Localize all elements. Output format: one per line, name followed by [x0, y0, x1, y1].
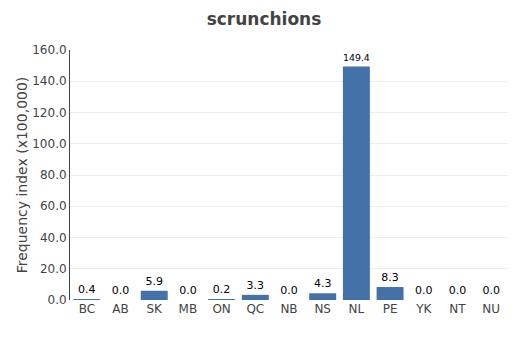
svg-text:0.0: 0.0: [482, 284, 500, 297]
svg-text:149.4: 149.4: [343, 52, 370, 63]
svg-text:0.0: 0.0: [48, 293, 67, 307]
svg-text:100.0: 100.0: [32, 137, 66, 151]
svg-text:BC: BC: [79, 302, 95, 316]
svg-text:5.9: 5.9: [145, 275, 163, 288]
svg-text:140.0: 140.0: [32, 74, 66, 88]
svg-text:YK: YK: [415, 302, 432, 316]
svg-text:NB: NB: [280, 302, 297, 316]
svg-text:NU: NU: [482, 302, 500, 316]
svg-text:MB: MB: [179, 302, 198, 316]
svg-text:PE: PE: [383, 302, 398, 316]
svg-text:ON: ON: [212, 302, 230, 316]
svg-text:0.0: 0.0: [280, 284, 298, 297]
svg-text:120.0: 120.0: [32, 106, 66, 120]
svg-text:QC: QC: [246, 302, 264, 316]
svg-text:0.2: 0.2: [213, 283, 231, 296]
svg-text:NT: NT: [449, 302, 466, 316]
svg-text:80.0: 80.0: [40, 168, 67, 182]
svg-text:scrunchions: scrunchions: [207, 9, 322, 29]
svg-text:0.0: 0.0: [415, 284, 433, 297]
svg-text:20.0: 20.0: [40, 262, 67, 276]
svg-text:0.0: 0.0: [449, 284, 467, 297]
svg-text:Frequency index (x100,000): Frequency index (x100,000): [14, 77, 30, 274]
svg-text:NS: NS: [314, 302, 331, 316]
svg-text:0.0: 0.0: [179, 284, 197, 297]
svg-text:NL: NL: [349, 302, 365, 316]
svg-text:160.0: 160.0: [32, 43, 66, 57]
svg-text:3.3: 3.3: [247, 279, 265, 292]
svg-text:0.4: 0.4: [78, 283, 96, 296]
svg-text:AB: AB: [112, 302, 128, 316]
svg-text:0.0: 0.0: [112, 284, 130, 297]
svg-text:SK: SK: [146, 302, 163, 316]
svg-text:4.3: 4.3: [314, 277, 332, 290]
svg-text:8.3: 8.3: [381, 271, 399, 284]
svg-text:60.0: 60.0: [40, 199, 67, 213]
svg-text:40.0: 40.0: [40, 231, 67, 245]
